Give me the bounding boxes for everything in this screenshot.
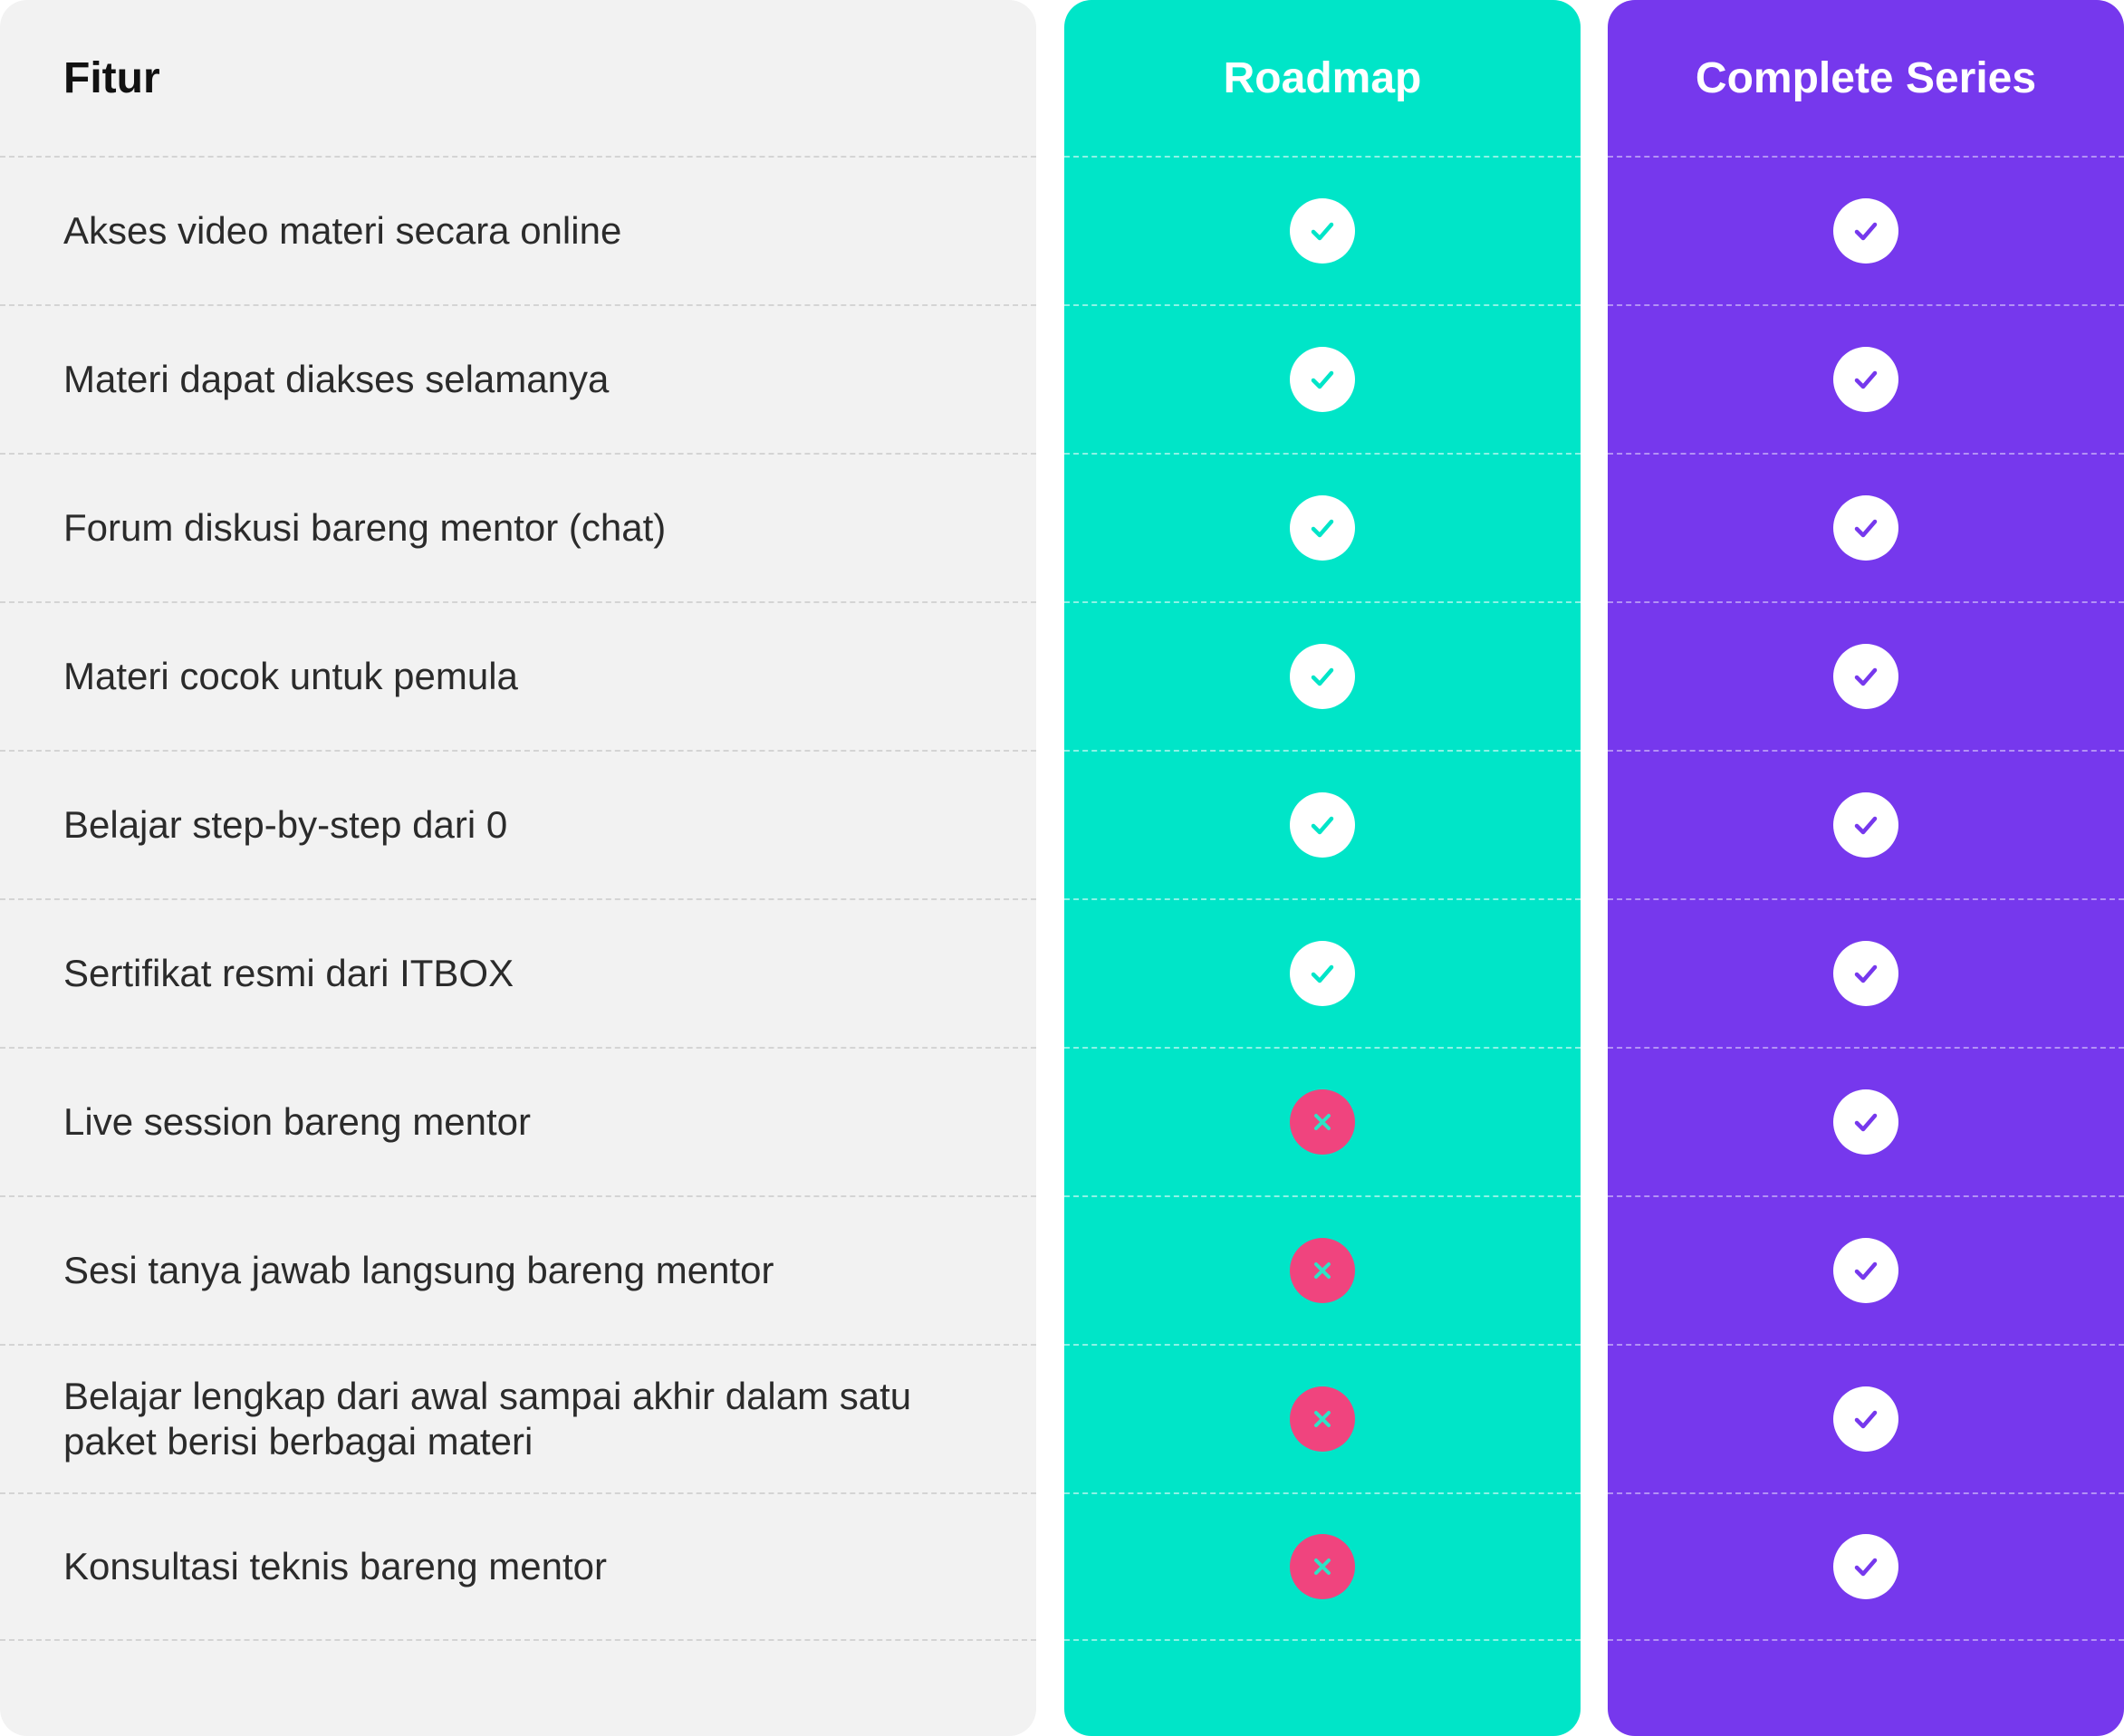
complete-series-header-label: Complete Series bbox=[1695, 53, 2037, 102]
complete-series-cell bbox=[1608, 1047, 2124, 1195]
complete-series-cell bbox=[1608, 156, 2124, 304]
roadmap-rows bbox=[1064, 156, 1581, 1641]
feature-row: Belajar step-by-step dari 0 bbox=[0, 750, 1036, 898]
roadmap-cell bbox=[1064, 304, 1581, 453]
check-icon bbox=[1833, 1089, 1898, 1155]
cross-icon bbox=[1290, 1238, 1355, 1303]
complete-series-column-header: Complete Series bbox=[1608, 0, 2124, 156]
check-icon bbox=[1290, 792, 1355, 858]
feature-label: Belajar lengkap dari awal sampai akhir d… bbox=[63, 1375, 912, 1463]
feature-row: Belajar lengkap dari awal sampai akhir d… bbox=[0, 1344, 1036, 1492]
feature-row: Materi cocok untuk pemula bbox=[0, 601, 1036, 750]
complete-series-column: Complete Series bbox=[1608, 0, 2124, 1736]
feature-label: Sertifikat resmi dari ITBOX bbox=[63, 952, 514, 994]
cross-icon bbox=[1290, 1386, 1355, 1452]
check-icon bbox=[1833, 941, 1898, 1006]
roadmap-cell bbox=[1064, 1492, 1581, 1641]
feature-label: Materi dapat diakses selamanya bbox=[63, 358, 610, 400]
complete-series-cell bbox=[1608, 898, 2124, 1047]
check-icon bbox=[1290, 644, 1355, 709]
complete-series-cell bbox=[1608, 453, 2124, 601]
feature-row: Sertifikat resmi dari ITBOX bbox=[0, 898, 1036, 1047]
check-icon bbox=[1290, 347, 1355, 412]
check-icon bbox=[1833, 347, 1898, 412]
check-icon bbox=[1833, 1386, 1898, 1452]
check-icon bbox=[1833, 198, 1898, 264]
check-icon bbox=[1290, 198, 1355, 264]
feature-row: Sesi tanya jawab langsung bareng mentor bbox=[0, 1195, 1036, 1344]
feature-label: Materi cocok untuk pemula bbox=[63, 655, 518, 697]
feature-row: Live session bareng mentor bbox=[0, 1047, 1036, 1195]
check-icon bbox=[1833, 1238, 1898, 1303]
feature-rows: Akses video materi secara online Materi d… bbox=[0, 156, 1036, 1641]
complete-series-cell bbox=[1608, 601, 2124, 750]
roadmap-cell bbox=[1064, 453, 1581, 601]
feature-column-header: Fitur bbox=[63, 0, 1036, 156]
roadmap-cell bbox=[1064, 750, 1581, 898]
feature-row: Forum diskusi bareng mentor (chat) bbox=[0, 453, 1036, 601]
roadmap-cell bbox=[1064, 1195, 1581, 1344]
complete-series-cell bbox=[1608, 1344, 2124, 1492]
complete-series-cell bbox=[1608, 1492, 2124, 1641]
feature-label: Forum diskusi bareng mentor (chat) bbox=[63, 506, 667, 549]
feature-label: Akses video materi secara online bbox=[63, 209, 622, 252]
roadmap-column-header: Roadmap bbox=[1064, 0, 1581, 156]
roadmap-cell bbox=[1064, 1344, 1581, 1492]
feature-label: Konsultasi teknis bareng mentor bbox=[63, 1545, 607, 1587]
check-icon bbox=[1833, 792, 1898, 858]
roadmap-header-label: Roadmap bbox=[1223, 53, 1422, 102]
complete-series-rows bbox=[1608, 156, 2124, 1641]
complete-series-cell bbox=[1608, 1195, 2124, 1344]
complete-series-cell bbox=[1608, 304, 2124, 453]
cross-icon bbox=[1290, 1089, 1355, 1155]
feature-row: Materi dapat diakses selamanya bbox=[0, 304, 1036, 453]
feature-label: Live session bareng mentor bbox=[63, 1100, 531, 1143]
check-icon bbox=[1290, 941, 1355, 1006]
feature-row: Akses video materi secara online bbox=[0, 156, 1036, 304]
roadmap-column: Roadmap bbox=[1064, 0, 1581, 1736]
feature-header-label: Fitur bbox=[63, 53, 160, 102]
feature-row: Konsultasi teknis bareng mentor bbox=[0, 1492, 1036, 1641]
complete-series-cell bbox=[1608, 750, 2124, 898]
check-icon bbox=[1833, 495, 1898, 561]
check-icon bbox=[1833, 1534, 1898, 1599]
check-icon bbox=[1290, 495, 1355, 561]
roadmap-cell bbox=[1064, 898, 1581, 1047]
roadmap-cell bbox=[1064, 601, 1581, 750]
roadmap-cell bbox=[1064, 156, 1581, 304]
cross-icon bbox=[1290, 1534, 1355, 1599]
feature-label: Belajar step-by-step dari 0 bbox=[63, 803, 508, 846]
feature-column: Fitur Akses video materi secara online Ma… bbox=[0, 0, 1036, 1736]
check-icon bbox=[1833, 644, 1898, 709]
feature-label: Sesi tanya jawab langsung bareng mentor bbox=[63, 1249, 774, 1291]
roadmap-cell bbox=[1064, 1047, 1581, 1195]
